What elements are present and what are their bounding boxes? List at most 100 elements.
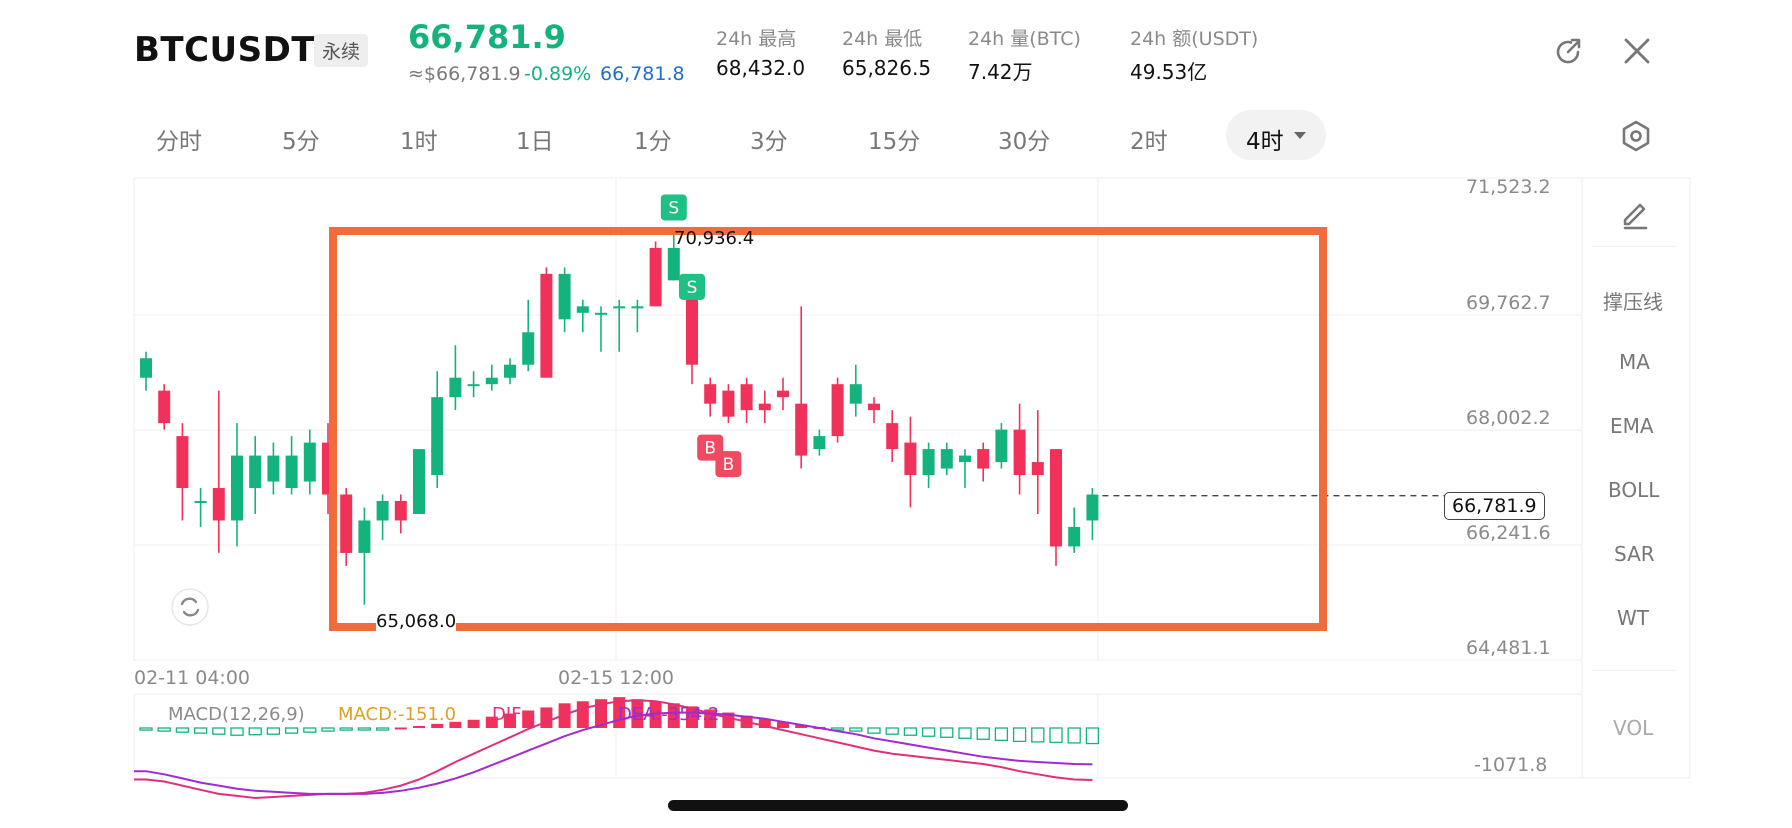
macd-bar xyxy=(921,727,936,737)
time-tick: 02-11 04:00 xyxy=(134,667,251,689)
candle-body xyxy=(158,390,171,424)
svg-text:B: B xyxy=(723,455,735,475)
tab-1d[interactable]: 1日 xyxy=(516,129,554,155)
candle-body xyxy=(959,455,971,463)
highlight-box xyxy=(329,227,1327,631)
macd-bar xyxy=(230,727,244,736)
macd-bar xyxy=(139,727,153,731)
macd-legend-dea: DEA:-354.2 xyxy=(618,704,720,725)
reset-chart-icon[interactable] xyxy=(171,588,209,626)
tab-1h[interactable]: 1时 xyxy=(400,129,438,155)
tab-1m[interactable]: 1分 xyxy=(634,129,672,155)
candle-body xyxy=(886,423,899,450)
candle-body xyxy=(504,364,516,378)
macd-bar xyxy=(394,727,407,730)
buy-marker[interactable]: B xyxy=(715,451,742,478)
time-tick: 02-15 12:00 xyxy=(558,667,675,689)
macd-bar xyxy=(1012,727,1027,743)
share-icon[interactable] xyxy=(1552,36,1584,68)
candle-body xyxy=(813,436,826,450)
candle-body xyxy=(358,520,371,553)
tab-5m[interactable]: 5分 xyxy=(282,129,320,155)
macd-bar xyxy=(1085,727,1100,745)
candle-body xyxy=(140,358,152,378)
macd-bar xyxy=(431,723,444,728)
macd-bar xyxy=(994,727,1009,742)
stat-volume-value: 7.42万 xyxy=(968,60,1033,84)
home-indicator xyxy=(668,800,1128,811)
candle-body xyxy=(613,306,626,309)
hexagon-settings-icon[interactable] xyxy=(1620,119,1652,153)
tab-15m[interactable]: 15分 xyxy=(868,129,921,155)
side-item-sar[interactable]: SAR xyxy=(1614,542,1655,566)
side-item-ma[interactable]: MA xyxy=(1619,350,1650,374)
macd-dif-line xyxy=(134,699,1093,800)
max-price-label: 70,936.4 xyxy=(674,228,755,249)
macd-axis-label: -1071.8 xyxy=(1474,754,1548,776)
candle-body xyxy=(995,429,1008,463)
macd-bar xyxy=(339,727,353,731)
change-percent: -0.89% xyxy=(524,63,592,85)
macd-bar xyxy=(649,701,662,728)
close-icon[interactable] xyxy=(1622,36,1652,66)
macd-bar xyxy=(485,716,498,728)
side-item-ema[interactable]: EMA xyxy=(1610,414,1654,438)
macd-bar xyxy=(449,721,462,728)
candle-body xyxy=(303,442,316,482)
macd-bar xyxy=(266,727,281,735)
macd-bar xyxy=(849,727,863,732)
pen-icon[interactable] xyxy=(1618,196,1652,230)
candle-body xyxy=(558,273,571,320)
mark-price: 66,781.8 xyxy=(600,63,685,85)
macd-bar xyxy=(303,727,317,733)
sell-marker[interactable]: S xyxy=(660,194,687,221)
macd-bar xyxy=(1067,727,1081,744)
sell-marker[interactable]: S xyxy=(679,273,705,300)
trade-markers[interactable]: S S BB xyxy=(660,194,742,478)
macd-bar xyxy=(504,713,516,728)
side-item-vol[interactable]: VOL xyxy=(1613,716,1654,740)
macd-dea-line xyxy=(134,711,1093,795)
side-item-boll[interactable]: BOLL xyxy=(1608,478,1660,502)
candle-body xyxy=(1031,462,1044,476)
tab-fenshi[interactable]: 分时 xyxy=(156,129,202,155)
tab-4h[interactable] xyxy=(1226,110,1326,160)
candle-body xyxy=(686,286,698,365)
min-price-label: 65,068.0 xyxy=(376,611,457,632)
candle-body xyxy=(940,449,953,469)
candle-body xyxy=(667,247,680,281)
candle-body xyxy=(631,306,644,309)
candle-body xyxy=(1013,429,1026,476)
approx-usd-price: ≈$66,781.9 xyxy=(408,63,521,85)
side-item-support-resistance[interactable]: 撑压线 xyxy=(1603,290,1663,314)
candle-body xyxy=(868,403,880,411)
macd-bar xyxy=(631,699,644,728)
macd-bar xyxy=(248,727,262,736)
current-price-tag: 66,781.9 xyxy=(1444,492,1545,520)
candle-body xyxy=(249,455,262,489)
candle-body xyxy=(394,501,407,521)
candle-body xyxy=(576,306,589,313)
price-tick: 68,002.2 xyxy=(1466,407,1551,429)
candle-body xyxy=(449,377,462,398)
macd-bar xyxy=(1049,727,1063,744)
candle-body xyxy=(922,449,935,476)
tab-2h[interactable]: 2时 xyxy=(1130,129,1168,155)
chart-grid xyxy=(133,177,1691,779)
svg-text:B: B xyxy=(704,439,716,459)
candle-body xyxy=(267,455,280,482)
tab-3m[interactable]: 3分 xyxy=(750,129,788,155)
tab-30m[interactable]: 30分 xyxy=(998,129,1051,155)
macd-bar xyxy=(522,710,535,728)
macd-bar xyxy=(375,727,390,731)
candle-body xyxy=(904,442,917,476)
candle-body xyxy=(485,377,498,385)
stat-turnover-value: 49.53亿 xyxy=(1130,60,1208,84)
candle-body xyxy=(740,384,753,411)
macd-bar xyxy=(467,719,480,728)
macd-bar xyxy=(157,727,171,732)
side-item-wt[interactable]: WT xyxy=(1617,606,1649,630)
stat-volume-label: 24h 量(BTC) xyxy=(968,28,1081,50)
last-price: 66,781.9 xyxy=(408,18,566,56)
